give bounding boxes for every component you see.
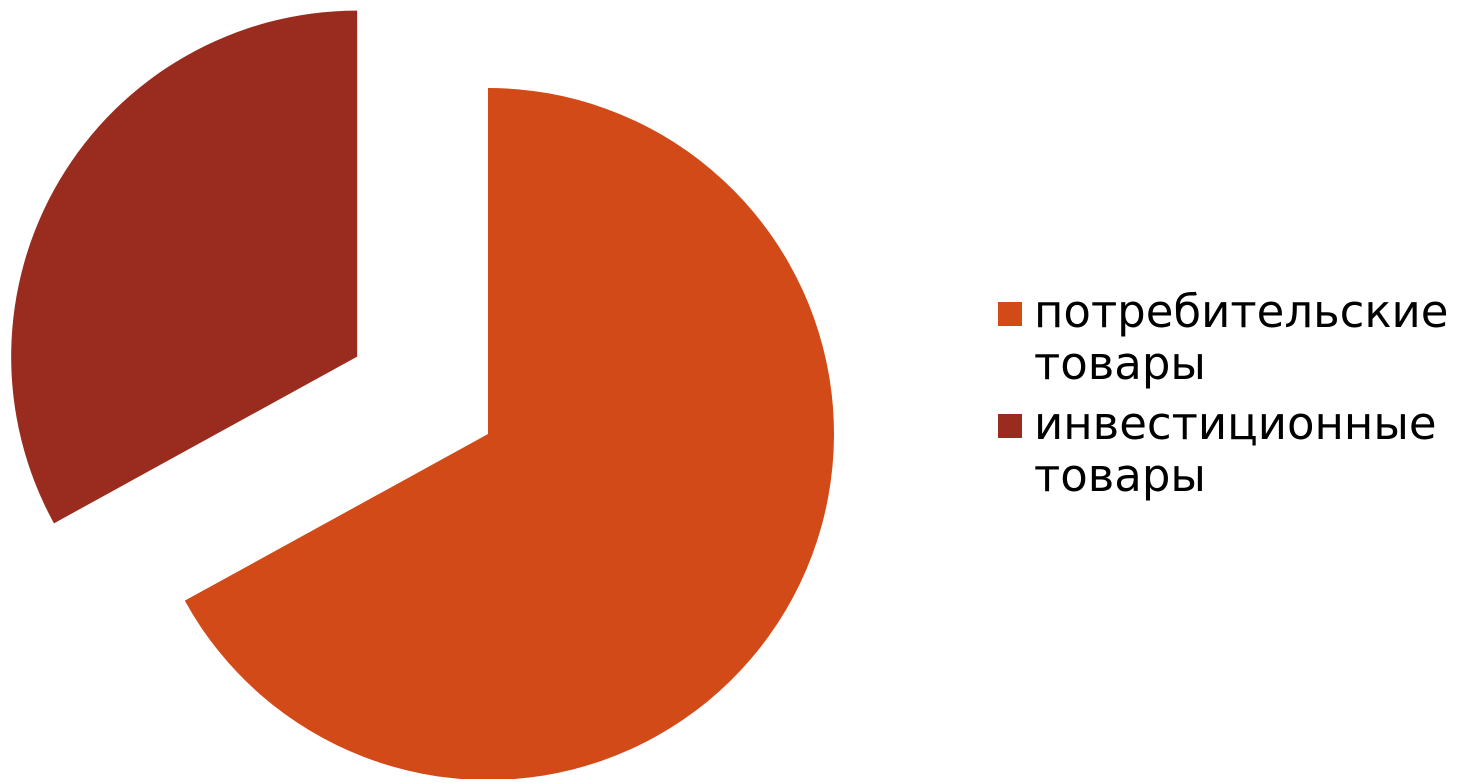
legend: потребительские товары инвестиционные то… xyxy=(998,286,1468,510)
legend-swatch-consumer-goods xyxy=(998,302,1022,326)
legend-swatch-investment-goods xyxy=(998,414,1022,438)
legend-item-consumer-goods: потребительские товары xyxy=(998,286,1468,390)
pie-slice-consumer-goods xyxy=(184,88,835,781)
legend-item-investment-goods: инвестиционные товары xyxy=(998,398,1468,502)
legend-label-investment-goods: инвестиционные товары xyxy=(1034,397,1437,502)
pie-slice-investment-goods xyxy=(11,10,358,524)
legend-label-consumer-goods: потребительские товары xyxy=(1034,285,1449,390)
